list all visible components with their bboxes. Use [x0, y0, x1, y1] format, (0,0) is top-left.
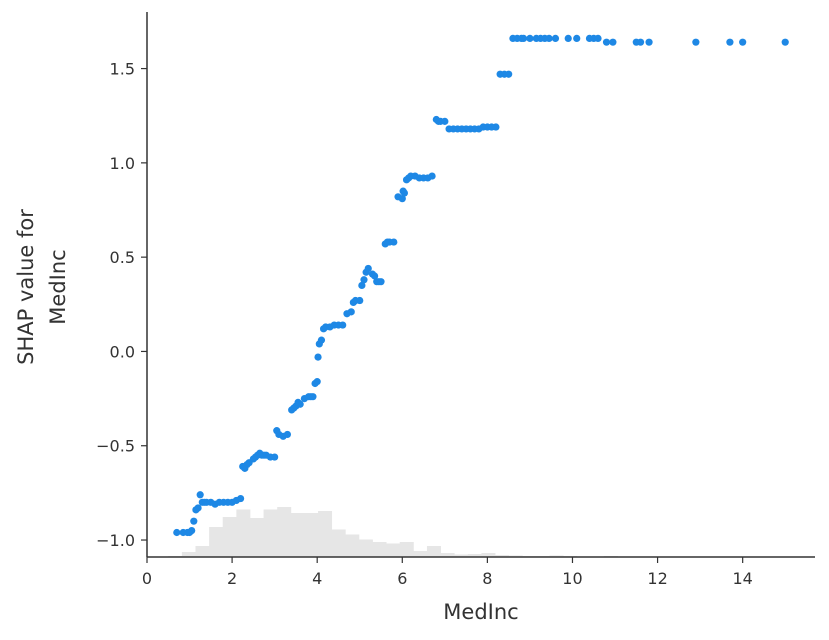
data-point: [692, 38, 700, 46]
y-tick-label: −1.0: [96, 531, 135, 550]
data-point: [196, 491, 204, 499]
histogram-bar: [481, 553, 496, 557]
histogram-bar: [277, 507, 292, 557]
data-point: [296, 400, 304, 408]
y-axis-ticks: −1.0 −0.5 0.0 0.5 1.0 1.5: [96, 60, 147, 550]
data-point: [371, 272, 379, 280]
x-tick-label: 0: [142, 569, 152, 588]
y-tick-label: 0.0: [110, 342, 135, 361]
data-point: [360, 276, 368, 284]
x-tick-label: 2: [227, 569, 237, 588]
data-point: [400, 189, 409, 197]
data-point: [237, 494, 245, 503]
x-tick-label: 6: [397, 569, 407, 588]
data-point: [377, 278, 385, 286]
histogram-bar: [413, 551, 428, 557]
data-point: [317, 336, 326, 344]
y-tick-label: 1.0: [110, 154, 135, 173]
axes: [146, 12, 815, 558]
histogram-bar: [195, 546, 210, 557]
data-point: [398, 195, 406, 203]
data-point: [636, 38, 645, 46]
data-point: [519, 34, 528, 43]
data-point: [739, 38, 747, 46]
data-point: [564, 34, 572, 43]
histogram-bar: [386, 543, 401, 557]
y-axis-label-line-2: MedInc: [46, 249, 70, 324]
histogram-bar: [236, 509, 251, 557]
data-point: [314, 353, 322, 361]
histogram-bar: [467, 554, 482, 557]
histogram-bar: [331, 529, 346, 557]
histogram-bar: [426, 546, 441, 557]
y-tick-label: −0.5: [96, 437, 135, 456]
data-point: [573, 34, 581, 43]
data-point: [271, 453, 279, 461]
data-point: [339, 321, 347, 329]
data-point: [505, 70, 513, 78]
data-point: [526, 34, 534, 43]
histogram-bar: [304, 513, 319, 557]
data-point: [781, 38, 789, 46]
x-tick-label: 14: [732, 569, 752, 588]
data-point: [190, 517, 198, 525]
data-point: [551, 34, 560, 43]
data-point: [194, 504, 202, 512]
histogram-bar: [222, 517, 237, 557]
y-tick-label: 0.5: [110, 248, 135, 267]
histogram-bar: [399, 542, 414, 557]
histogram-bar: [209, 527, 224, 557]
data-point: [364, 264, 372, 273]
data-point: [309, 393, 317, 401]
x-axis-label: MedInc: [443, 600, 518, 624]
x-tick-label: 8: [482, 569, 492, 588]
data-point: [602, 38, 611, 46]
histogram-bar: [345, 534, 360, 557]
y-axis-label-line-1: SHAP value for: [14, 209, 38, 365]
data-point: [283, 430, 292, 439]
data-point: [545, 34, 553, 43]
histogram-bar: [181, 552, 196, 557]
data-point: [492, 123, 500, 131]
histogram-bar: [454, 554, 469, 557]
data-point: [356, 296, 364, 305]
histogram-bar: [263, 509, 278, 557]
data-point: [645, 38, 653, 46]
data-point: [313, 378, 321, 386]
data-point: [594, 34, 602, 43]
background-histogram: [168, 507, 795, 557]
data-point: [726, 38, 734, 46]
data-point: [441, 117, 449, 125]
data-point: [358, 281, 366, 290]
histogram-bar: [318, 511, 333, 557]
scatter-points: [173, 34, 789, 537]
x-tick-label: 10: [562, 569, 582, 588]
data-point: [188, 526, 196, 535]
histogram-bar: [440, 553, 455, 557]
x-tick-label: 4: [312, 569, 322, 588]
histogram-bar: [372, 542, 387, 557]
histogram-bar: [358, 539, 373, 557]
histogram-bar: [290, 513, 305, 557]
y-tick-label: 1.5: [110, 60, 135, 79]
histogram-bar: [495, 555, 510, 557]
histogram-bar: [249, 518, 264, 557]
y-axis-label: SHAP value for MedInc: [14, 209, 70, 365]
data-point: [609, 38, 617, 46]
data-point: [428, 172, 436, 180]
data-point: [347, 308, 355, 316]
x-axis-ticks: 0 2 4 6 8 10 12 14: [142, 557, 753, 588]
data-point: [390, 238, 398, 246]
data-point: [173, 528, 181, 537]
x-tick-label: 12: [647, 569, 667, 588]
